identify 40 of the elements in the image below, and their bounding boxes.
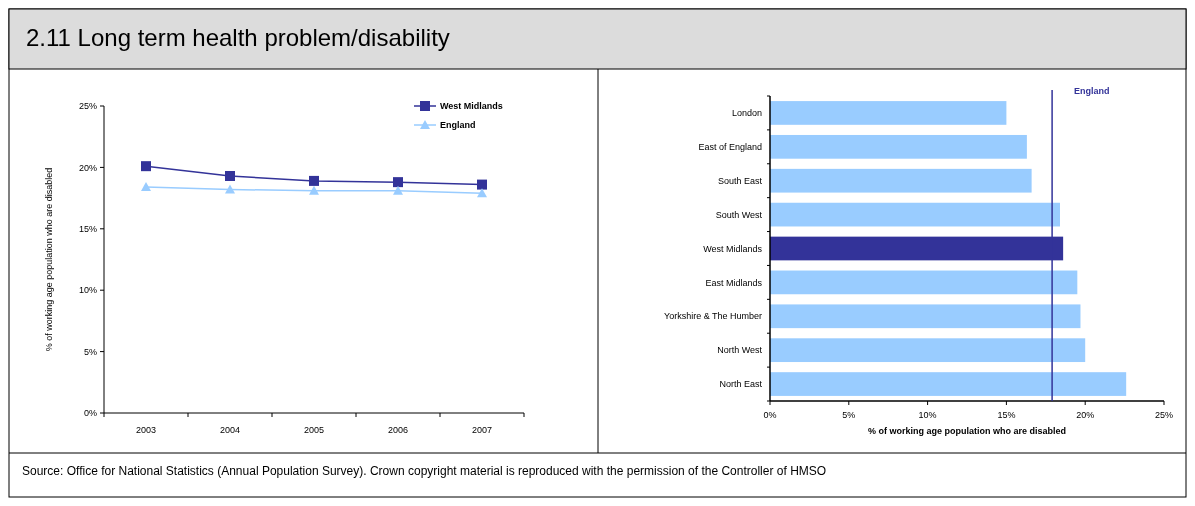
chart-title: 2.11 Long term health problem/disability	[26, 24, 450, 51]
y-tick-label: 10%	[78, 285, 97, 296]
y-tick-label: West Midlands	[703, 243, 763, 254]
bar	[770, 202, 1060, 227]
x-tick-label: 0%	[763, 410, 777, 420]
ref-line-label: England	[1074, 86, 1110, 96]
y-tick-label: South East	[717, 175, 763, 186]
bar	[770, 270, 1078, 295]
y-tick-label: East of England	[698, 141, 762, 152]
x-tick-label: 25%	[1154, 410, 1174, 420]
y-tick-label: North East	[719, 379, 763, 390]
y-axis-title: % of working age population who are disabled	[44, 167, 54, 352]
y-tick-label: North West	[717, 345, 763, 356]
bar	[770, 372, 1127, 396]
bar	[770, 168, 1032, 193]
y-tick-label: South West	[715, 209, 763, 220]
x-tick-label: 10%	[918, 410, 937, 420]
legend-label: West Midlands	[440, 101, 503, 112]
y-tick-label: 25%	[78, 101, 97, 112]
source-note: Source: Office for National Statistics (Annual Population Survey). Crown copyright material is reproduced with the permission of the Controller of HMSO	[22, 464, 827, 478]
y-tick-label: 15%	[78, 223, 97, 234]
x-tick-label: 2003	[135, 425, 157, 435]
x-tick-label: 20%	[1076, 410, 1095, 420]
x-axis-title: % of working age population who are disabled	[867, 426, 1067, 436]
y-tick-label: East Midlands	[705, 277, 763, 288]
y-tick-label: 5%	[83, 346, 97, 357]
bar	[770, 134, 1027, 159]
bar	[770, 304, 1081, 329]
bar	[770, 101, 1007, 125]
x-tick-label: 5%	[842, 410, 856, 420]
bar	[770, 338, 1086, 363]
x-tick-label: 15%	[997, 410, 1016, 420]
y-tick-label: Yorkshire & The Humber	[663, 311, 762, 322]
x-tick-label: 2004	[219, 425, 241, 435]
y-tick-label: London	[731, 108, 762, 119]
x-tick-label: 2005	[303, 425, 325, 435]
x-tick-label: 2007	[471, 425, 493, 435]
y-tick-label: 20%	[78, 162, 97, 173]
x-tick-label: 2006	[387, 425, 409, 435]
legend-label: England	[440, 120, 476, 131]
